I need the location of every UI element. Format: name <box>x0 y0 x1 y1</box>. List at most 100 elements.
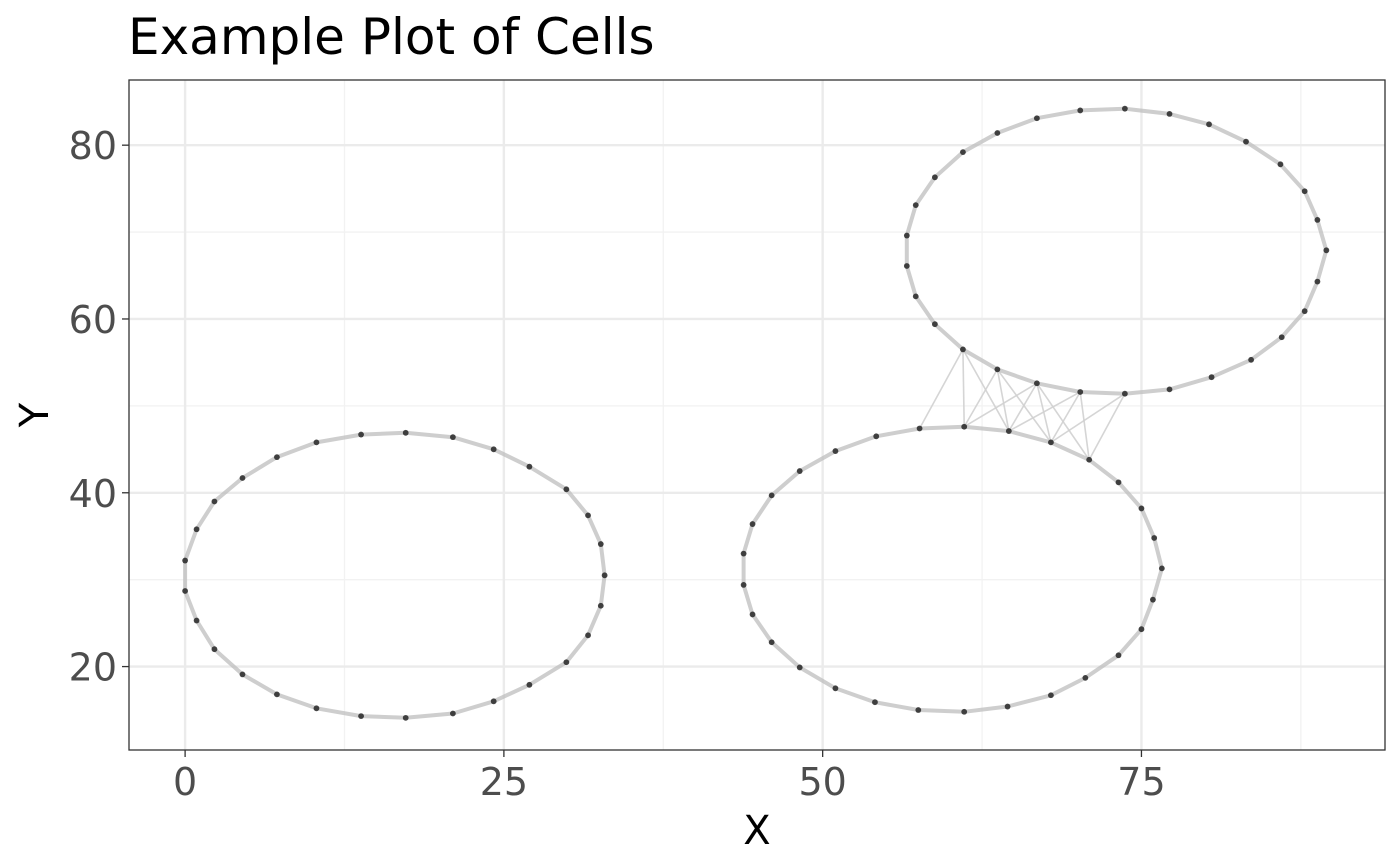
x-tick-label: 50 <box>798 760 846 804</box>
cross-edge <box>962 348 1010 432</box>
y-tick-label: 20 <box>69 646 117 690</box>
cell-outline-3 <box>904 106 1329 396</box>
minor-gridlines <box>129 80 1385 750</box>
cell-3-point <box>1277 161 1284 168</box>
cell-1-point <box>313 705 320 712</box>
cell-3-point <box>903 263 910 269</box>
cell-3-point <box>1033 380 1040 387</box>
cell-2-point <box>796 468 803 474</box>
cell-2-point <box>832 448 839 454</box>
cell-2-point <box>1048 439 1054 446</box>
cell-3-point <box>1077 389 1084 395</box>
cell-1-point <box>239 671 246 678</box>
cell-1-point <box>563 486 570 493</box>
cell-2-point <box>796 664 803 671</box>
cell-2-point <box>1138 626 1145 633</box>
cell-3-point <box>960 149 966 156</box>
cell-2-point <box>1082 674 1089 681</box>
cross-edge <box>1008 391 1081 432</box>
cell-3-point <box>1301 188 1308 195</box>
cell-1-point <box>239 475 246 481</box>
cell-2-point <box>1151 535 1158 541</box>
cell-2-point <box>961 423 968 430</box>
cell-1-point <box>597 602 604 609</box>
x-tick-label: 25 <box>480 760 528 804</box>
cell-3-point <box>1077 107 1084 114</box>
cell-1-point <box>274 454 280 461</box>
cell-3-point <box>960 346 966 353</box>
cell-3-point <box>1243 138 1249 145</box>
cell-3-point <box>1314 278 1321 285</box>
cross-edge <box>963 382 1038 428</box>
cell-3-point <box>1248 356 1255 363</box>
cell-1-point <box>193 526 200 533</box>
cell-1-point <box>526 463 533 470</box>
y-axis-ticks: 20 40 60 80 <box>69 124 129 690</box>
cell-1-point <box>490 446 497 453</box>
cell-2-point <box>916 425 923 432</box>
cell-1-point <box>449 710 456 717</box>
x-axis-title: X <box>743 808 770 854</box>
cell-1-point <box>193 617 200 624</box>
cell-2-point <box>1004 703 1011 710</box>
cell-3-point <box>1323 247 1330 254</box>
cross-edge <box>996 368 1052 443</box>
cell-1-point <box>449 434 456 441</box>
cross-edge <box>1036 383 1052 443</box>
cell-3-point <box>1278 334 1285 341</box>
cell-2-point <box>1150 596 1156 603</box>
cell-2-point <box>915 707 922 713</box>
cell-1-point <box>597 541 604 547</box>
cell-1-point <box>601 572 608 579</box>
cross-edge <box>1008 382 1038 432</box>
x-tick-label: 75 <box>1117 760 1165 804</box>
cell-3-point <box>931 174 938 181</box>
cell-1-point <box>358 431 364 438</box>
y-tick-label: 60 <box>69 298 117 342</box>
cross-edge <box>1088 393 1126 461</box>
cross-edge <box>1036 382 1090 461</box>
cell-2-point <box>1048 692 1054 699</box>
cell-2-point <box>768 639 775 646</box>
cell-3-point <box>1301 308 1308 315</box>
cell-2-point <box>873 433 880 440</box>
cross-edge <box>1079 391 1090 460</box>
cell-3-point <box>1206 121 1212 128</box>
y-tick-label: 40 <box>69 472 117 516</box>
cell-1-point <box>402 714 409 721</box>
cell-1-point <box>313 439 320 446</box>
cell-outline-1 <box>183 430 607 720</box>
cell-3-point <box>994 366 1001 373</box>
cross-edge <box>918 349 964 429</box>
major-gridlines <box>129 80 1385 750</box>
cell-3-point <box>912 202 919 209</box>
cell-1-point <box>490 698 497 705</box>
panel-border <box>128 79 1386 751</box>
cell-2-point <box>740 550 747 557</box>
cell-1-point <box>402 429 409 436</box>
cell-2-point <box>832 685 839 692</box>
cross-edge <box>1050 391 1081 443</box>
cell-1-point <box>182 588 189 594</box>
cell-1-point <box>182 557 189 564</box>
cell-2-point <box>740 581 747 588</box>
cross-cell-edges <box>918 348 1126 461</box>
cell-2-point <box>768 492 775 499</box>
cell-points <box>182 105 1330 721</box>
cell-3-point <box>931 321 938 328</box>
cell-3-point <box>1033 115 1040 122</box>
cell-2-point <box>1115 479 1122 486</box>
y-axis-title: Y <box>12 402 58 428</box>
x-tick-label: 0 <box>173 760 197 804</box>
cell-1-point <box>211 498 218 505</box>
chart-title: Example Plot of Cells <box>128 8 655 66</box>
cross-edge <box>963 368 999 428</box>
cell-3-point <box>1166 386 1173 393</box>
cell-2-point <box>749 611 756 618</box>
cell-3-point <box>994 130 1001 136</box>
cell-2-point <box>1138 505 1145 512</box>
cell-3-point <box>1166 110 1173 117</box>
cell-2-point <box>1158 565 1165 572</box>
cell-outline-edges <box>183 106 1329 720</box>
